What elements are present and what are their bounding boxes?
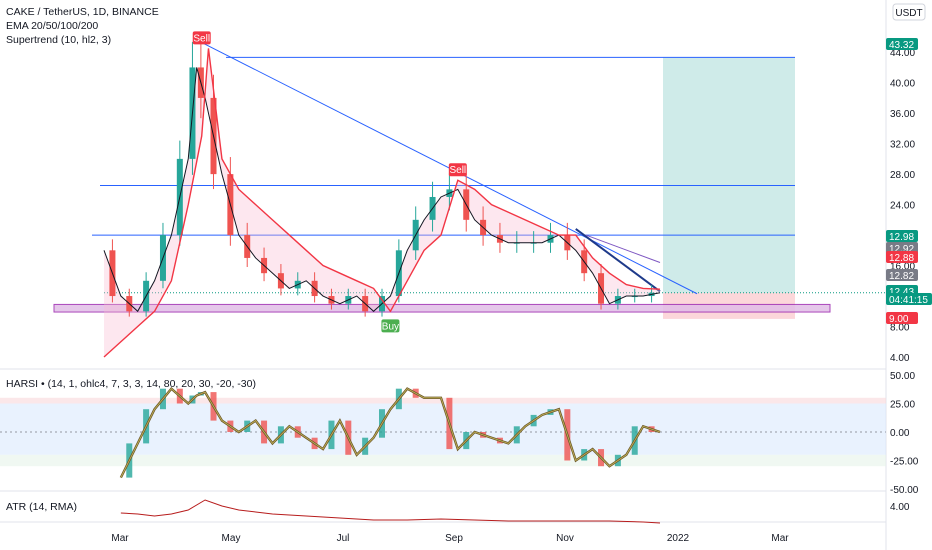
time-axis-labels: Mar May Jul Sep Nov 2022 Mar bbox=[111, 533, 789, 544]
price-tag-box bbox=[886, 251, 918, 263]
atr-line-path bbox=[120, 499, 661, 524]
price-tag-label: 9.00 bbox=[889, 314, 909, 325]
price-tick-label: 36.00 bbox=[890, 109, 915, 120]
signal-label-box bbox=[192, 31, 211, 45]
short-trendline bbox=[575, 228, 661, 293]
price-tag-box bbox=[886, 293, 932, 305]
harsi-indicator-label[interactable]: HARSI • (14, 1, ohlc4, 7, 3, 3, 14, 80, … bbox=[6, 378, 256, 390]
price-tag-label: 43.32 bbox=[889, 40, 914, 51]
signal-label-box bbox=[448, 163, 467, 177]
trendlines[interactable] bbox=[198, 40, 698, 295]
time-axis-label: Mar bbox=[111, 533, 129, 544]
descending-trendline bbox=[198, 40, 698, 295]
price-tick-label: 32.00 bbox=[890, 140, 915, 151]
signal-label-text: Sell bbox=[193, 33, 210, 44]
price-tick-label: 8.00 bbox=[890, 323, 910, 334]
price-tick-label: 16.00 bbox=[890, 262, 915, 273]
harsi-oversold-band bbox=[0, 454, 886, 467]
ema-200-line bbox=[585, 234, 661, 263]
price-tick-label: 40.00 bbox=[890, 79, 915, 90]
harsi-axis-ticks: 50.00 25.00 0.00 -25.00 -50.00 bbox=[890, 371, 919, 496]
harsi-tick-label: 0.00 bbox=[890, 428, 910, 439]
price-tag-label: 12.92 bbox=[889, 244, 914, 255]
price-tag-label: 12.88 bbox=[889, 253, 914, 264]
price-tick-label: 4.00 bbox=[890, 353, 910, 364]
price-series bbox=[103, 41, 661, 358]
price-tick-label: 24.00 bbox=[890, 201, 915, 212]
supertrend-indicator-label[interactable]: Supertrend (10, hl2, 3) bbox=[6, 34, 112, 46]
atr-tick-label: 4.00 bbox=[890, 502, 910, 513]
harsi-mid-band bbox=[0, 403, 886, 455]
price-tag-label: 12.98 bbox=[889, 232, 914, 243]
time-axis-label: Nov bbox=[556, 533, 574, 544]
signal-labels: Sell Sell Buy bbox=[192, 31, 467, 333]
harsi-rsi-line-inner bbox=[120, 388, 661, 478]
long-position-target-zone[interactable] bbox=[663, 57, 795, 293]
price-tick-label: 28.00 bbox=[890, 170, 915, 181]
price-tag-label: 04:41:15 bbox=[889, 295, 928, 306]
time-axis-label: Sep bbox=[445, 533, 463, 544]
signal-label-text: Sell bbox=[449, 165, 466, 176]
atr-line bbox=[120, 499, 661, 524]
time-axis-label: Mar bbox=[771, 533, 789, 544]
price-tag-label: 12.43 bbox=[889, 287, 914, 298]
harsi-oscillator bbox=[0, 386, 886, 479]
harsi-tick-label: 50.00 bbox=[890, 371, 915, 382]
atr-axis-ticks: 4.00 bbox=[890, 502, 910, 513]
price-tag-box bbox=[886, 230, 918, 242]
horizontal-levels[interactable] bbox=[92, 56, 886, 294]
price-tick-label: 44.00 bbox=[890, 48, 915, 59]
time-axis-label: 2022 bbox=[667, 533, 690, 544]
atr-indicator-label[interactable]: ATR (14, RMA) bbox=[6, 501, 77, 513]
currency-badge[interactable] bbox=[892, 3, 926, 21]
harsi-tick-label: 25.00 bbox=[890, 400, 915, 411]
time-axis-label: Jul bbox=[337, 533, 350, 544]
price-tag-box bbox=[886, 269, 918, 281]
price-tag-label: 12.82 bbox=[889, 271, 914, 282]
signal-label-text: Buy bbox=[382, 321, 399, 332]
ema-indicator-label[interactable]: EMA 20/50/100/200 bbox=[6, 20, 99, 32]
currency-badge-label: USDT bbox=[895, 8, 922, 19]
supertrend-line bbox=[103, 48, 661, 358]
price-tag-box bbox=[886, 38, 918, 50]
harsi-tick-label: -25.00 bbox=[890, 457, 919, 468]
price-tag-box bbox=[886, 312, 918, 324]
price-close-line bbox=[103, 67, 661, 313]
harsi-tick-label: -50.00 bbox=[890, 485, 919, 496]
signal-label-box bbox=[381, 319, 400, 333]
time-axis-label: May bbox=[222, 533, 241, 544]
support-zone-rectangle[interactable] bbox=[53, 303, 831, 313]
symbol-title[interactable]: CAKE / TetherUS, 1D, BINANCE bbox=[6, 6, 159, 18]
